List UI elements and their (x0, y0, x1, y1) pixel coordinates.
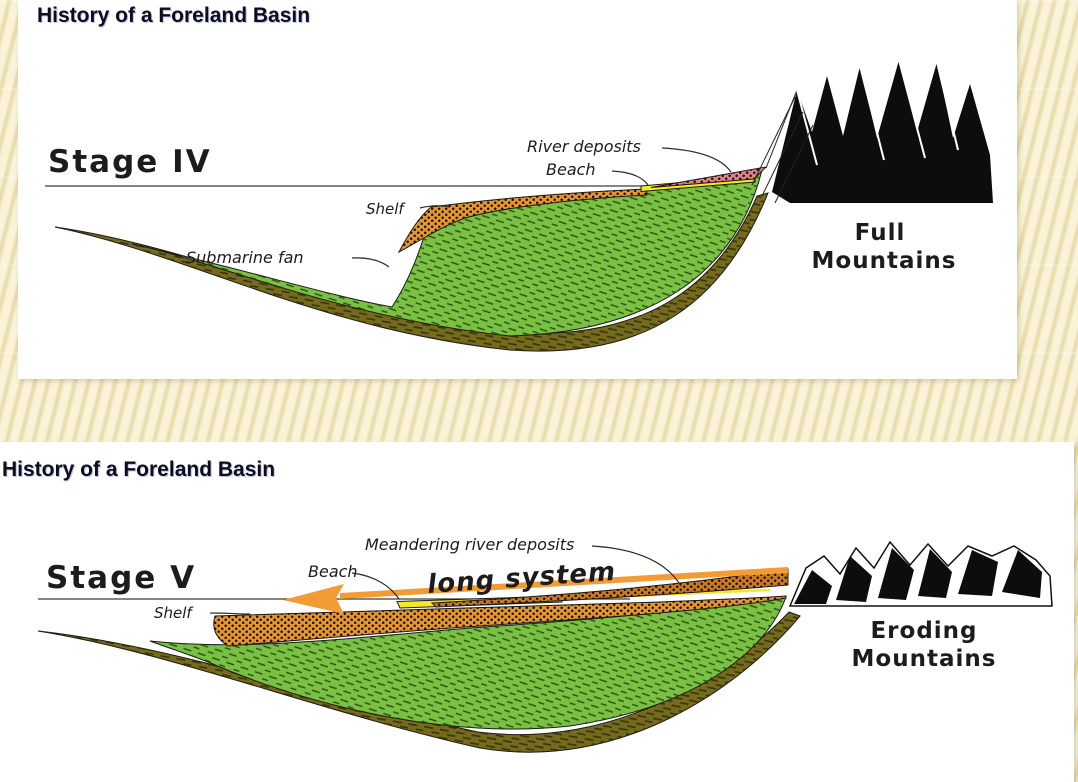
shelf-leader (209, 612, 251, 615)
meandering-river-deposits-label: Meandering river deposits (365, 535, 574, 554)
river-deposit-wedge (650, 166, 768, 188)
slide1-title: History of a Foreland Basin (37, 4, 311, 27)
shelf-leader (419, 205, 451, 209)
eroding-mountains-caption-line2: Mountains (852, 646, 997, 672)
shelf-label: Shelf (154, 604, 194, 622)
beach-leader (611, 170, 649, 186)
river-deposits-leader (661, 147, 732, 173)
shelf-deposit-wedge (397, 188, 648, 254)
meandering-river-deposit-wedge (430, 568, 789, 608)
meandering-leader (591, 545, 682, 587)
beach-leader (351, 572, 400, 600)
river-deposits-label: River deposits (527, 137, 641, 156)
shelf-deposit-wedge (213, 595, 787, 647)
beach-label: Beach (308, 562, 358, 581)
beach-label: Beach (546, 160, 596, 179)
leader-lines (351, 147, 732, 268)
shelf-label: Shelf (366, 200, 406, 218)
slide-stage-4: History of a Foreland Basin (18, 0, 1017, 379)
submarine-fan-label: Submarine fan (186, 248, 304, 267)
submarine-fan-leader (351, 257, 390, 268)
leader-lines (209, 545, 682, 615)
eroding-mountains-caption-line1: Eroding (870, 618, 977, 644)
long-system-arrow (283, 567, 788, 614)
green-basin-fill (149, 596, 787, 730)
stage-4-label: Stage IV (48, 144, 212, 180)
full-mountains-caption-line2: Mountains (812, 248, 957, 274)
stage-5-label: Stage V (46, 560, 196, 596)
full-mountains-caption-line1: Full (855, 220, 906, 246)
slide-stage-5: History of a Foreland Basin (0, 442, 1074, 782)
slide2-title: History of a Foreland Basin (2, 458, 276, 481)
stage4-diagram: Stage IV River deposits Beach Shelf Subm… (45, 59, 993, 352)
full-mountains (751, 59, 993, 204)
stage5-diagram: Stage V Meandering river deposits Beach … (37, 535, 1053, 753)
eroding-mountains (788, 540, 1053, 607)
